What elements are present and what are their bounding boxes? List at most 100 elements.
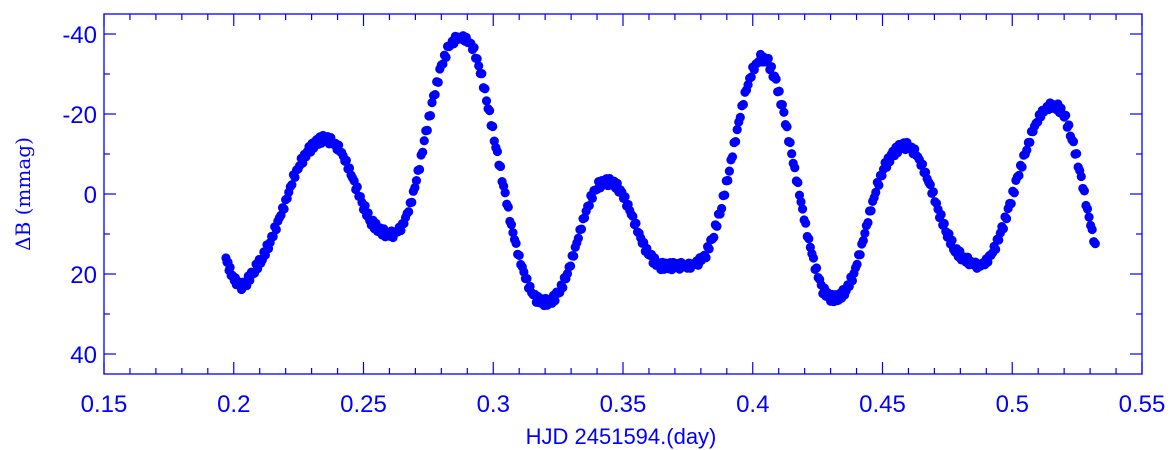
data-point [724,166,734,176]
data-point [500,188,510,198]
axis-ticks [103,14,1143,374]
data-point [723,175,733,186]
data-point [1001,214,1012,224]
data-point [1014,170,1024,181]
data-point [488,121,498,132]
data-points [221,31,1100,311]
x-tick-label: 0.15 [81,391,128,418]
data-point [279,204,289,214]
data-point [631,218,641,228]
data-point [928,187,938,197]
data-point [1006,199,1016,209]
x-tick-label: 0.4 [736,391,769,418]
data-point [991,244,1001,254]
y-tick-label: -20 [62,102,97,129]
x-tick-label: 0.25 [340,391,387,418]
y-tick-labels: -40 -20 0 20 40 [62,22,97,369]
data-point [1087,224,1097,235]
data-point [508,228,518,238]
data-point [808,253,819,263]
data-point [712,221,722,231]
data-point [469,42,479,53]
data-point [352,182,362,192]
data-point [1090,239,1100,249]
data-point [344,163,355,173]
data-point [1017,162,1027,172]
data-point [766,62,777,72]
data-point [341,155,351,165]
data-point [1009,188,1019,198]
data-point [472,54,482,64]
data-point [1064,120,1074,130]
data-point [779,107,789,117]
data-point [411,176,422,186]
y-tick-label: 0 [84,182,97,209]
y-tick-label: 20 [70,262,97,289]
data-point [709,232,719,242]
data-point [1082,204,1093,214]
data-point [771,74,781,84]
data-point [925,180,935,190]
data-point [852,259,862,269]
data-point [418,147,428,157]
data-point [801,218,811,228]
x-axis-label: HJD 2451594.(day) [526,424,717,449]
data-point [860,228,870,238]
data-point [587,193,597,203]
data-point [573,233,583,243]
data-point [994,235,1004,245]
data-point [796,197,806,207]
data-point [506,220,517,230]
data-point [287,180,297,190]
data-point [565,261,576,271]
data-point [1084,212,1094,222]
x-tick-label: 0.35 [600,391,647,418]
data-point [793,177,803,188]
x-tick-label: 0.2 [217,391,250,418]
data-point [441,52,451,62]
data-point [620,192,630,202]
data-point [1061,110,1071,120]
data-point [481,96,492,106]
x-tick-label: 0.3 [477,391,510,418]
x-tick-label: 0.5 [996,391,1029,418]
data-point [576,224,587,234]
data-point [558,283,568,293]
data-point [774,86,784,96]
data-point [474,61,484,71]
data-point [480,84,490,94]
data-point [407,197,417,207]
data-point [1068,137,1079,147]
data-point [404,207,414,217]
data-point [485,106,495,116]
data-point [701,252,711,263]
x-tick-label: 0.55 [1119,391,1166,418]
data-point [746,72,756,82]
data-point [363,208,373,218]
data-point [410,183,420,193]
data-point [492,146,503,157]
data-point [735,112,745,122]
data-point [731,136,741,147]
data-point [1025,137,1035,147]
data-point [419,136,429,146]
data-point [863,217,873,228]
data-point [782,122,792,132]
data-point [777,99,787,110]
data-point [858,235,868,246]
data-point [503,202,513,212]
data-point [414,164,425,175]
x-tick-label: 0.45 [859,391,906,418]
data-point [787,149,797,159]
data-point [847,276,857,286]
data-point [998,224,1009,234]
y-tick-label: -40 [62,22,97,49]
data-point [790,163,800,173]
data-point [514,250,524,261]
data-point [936,209,946,220]
data-point [871,187,881,197]
x-tick-labels: 0.15 0.2 0.25 0.3 0.35 0.4 0.45 0.5 0.55 [81,391,1166,418]
data-point [360,201,370,211]
data-point [811,263,822,273]
